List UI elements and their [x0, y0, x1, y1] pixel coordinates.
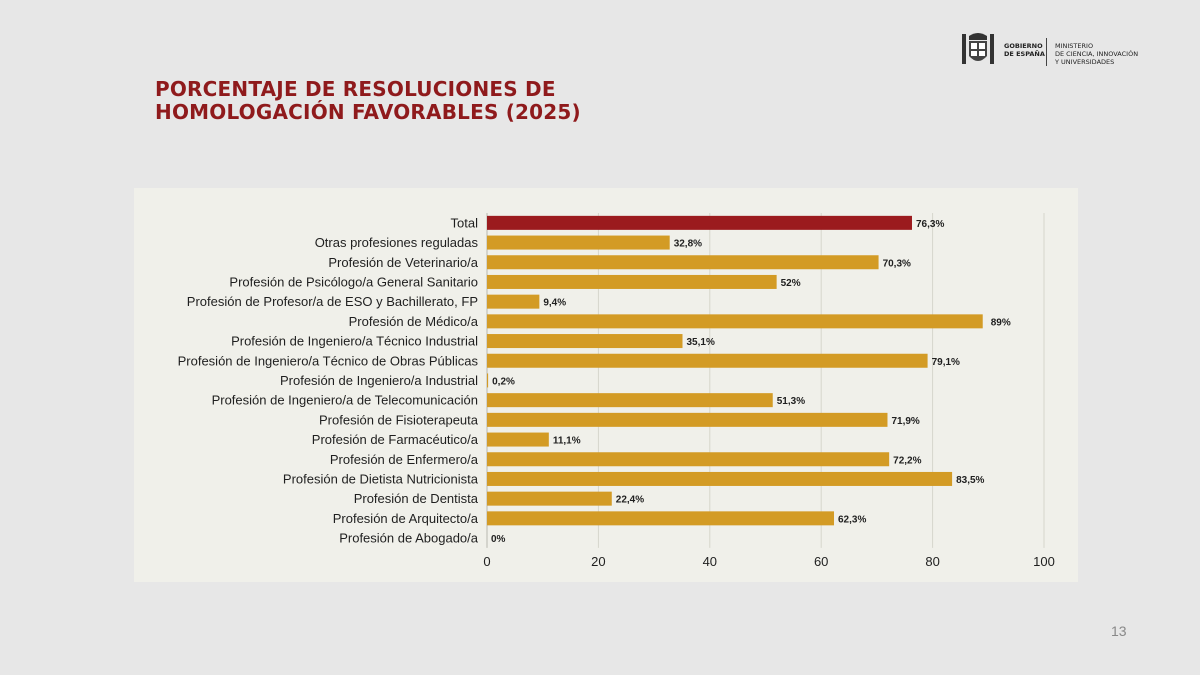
data-label-7: 79,1%: [932, 357, 960, 368]
category-label-2: Profesión de Veterinario/a: [328, 255, 478, 270]
x-tick-label-0: 0: [483, 554, 490, 569]
data-label-15: 62,3%: [838, 514, 866, 525]
government-name: GOBIERNO DE ESPAÑA: [1004, 42, 1045, 58]
slide-title-line-2: HOMOLOGACIÓN FAVORABLES (2025): [155, 100, 581, 124]
category-label-10: Profesión de Fisioterapeuta: [319, 412, 479, 427]
category-label-13: Profesión de Dietista Nutricionista: [283, 471, 479, 486]
x-tick-label-3: 60: [814, 554, 828, 569]
category-label-6: Profesión de Ingeniero/a Técnico Industr…: [231, 334, 478, 349]
data-label-8: 0,2%: [492, 376, 515, 387]
bar-1: [487, 235, 670, 250]
data-label-1: 32,8%: [674, 239, 702, 250]
data-label-13: 83,5%: [956, 475, 984, 486]
bar-11: [487, 432, 549, 447]
category-label-3: Profesión de Psicólogo/a General Sanitar…: [229, 274, 478, 289]
x-tick-label-2: 40: [703, 554, 717, 569]
slide-title-line-1: PORCENTAJE DE RESOLUCIONES DE: [155, 77, 556, 101]
bar-5: [487, 314, 983, 329]
category-label-5: Profesión de Médico/a: [349, 314, 479, 329]
category-label-4: Profesión de Profesor/a de ESO y Bachill…: [187, 294, 478, 309]
ministry-name-line-2: DE CIENCIA, INNOVACIÓN: [1055, 50, 1139, 58]
bar-13: [487, 471, 953, 486]
page-number: 13: [1111, 623, 1127, 639]
category-label-11: Profesión de Farmacéutico/a: [312, 432, 479, 447]
category-label-8: Profesión de Ingeniero/a Industrial: [280, 373, 478, 388]
data-label-10: 71,9%: [891, 416, 919, 427]
bar-8: [487, 373, 489, 388]
bar-12: [487, 452, 890, 467]
bar-9: [487, 393, 773, 408]
data-label-5: 89%: [991, 317, 1011, 328]
bar-4: [487, 294, 540, 309]
category-label-12: Profesión de Enfermero/a: [330, 452, 479, 467]
x-tick-label-1: 20: [591, 554, 605, 569]
bar-10: [487, 412, 888, 427]
chart-panel: Total 76,3% Otras profesiones reguladas 32,…: [134, 188, 1078, 582]
bar-2: [487, 255, 879, 270]
data-label-14: 22,4%: [616, 495, 644, 506]
data-label-9: 51,3%: [777, 396, 805, 407]
bar-7: [487, 353, 928, 368]
bar-chart: Total 76,3% Otras profesiones reguladas 32,…: [178, 213, 1055, 569]
slide-title: PORCENTAJE DE RESOLUCIONES DE HOMOLOGACI…: [155, 78, 581, 124]
category-label-15: Profesión de Arquitecto/a: [333, 511, 479, 526]
data-label-3: 52%: [781, 278, 801, 289]
category-label-1: Otras profesiones reguladas: [315, 235, 479, 250]
data-label-16: 0%: [491, 534, 506, 545]
data-label-6: 35,1%: [687, 337, 715, 348]
logo-divider: [1046, 38, 1047, 66]
bar-0: [487, 215, 912, 230]
data-label-4: 9,4%: [543, 298, 566, 309]
data-label-2: 70,3%: [883, 258, 911, 269]
data-label-11: 11,1%: [553, 436, 581, 447]
data-label-12: 72,2%: [893, 455, 921, 466]
category-label-0: Total: [451, 215, 479, 230]
ministry-name-line-1: MINISTERIO: [1055, 42, 1094, 50]
x-tick-label-4: 80: [925, 554, 939, 569]
category-label-9: Profesión de Ingeniero/a de Telecomunica…: [212, 393, 478, 408]
category-label-16: Profesión de Abogado/a: [339, 531, 479, 546]
bar-15: [487, 511, 835, 526]
bar-6: [487, 334, 683, 349]
ministry-name: MINISTERIO DE CIENCIA, INNOVACIÓN Y UNIV…: [1055, 42, 1138, 66]
x-tick-label-5: 100: [1033, 554, 1055, 569]
data-label-0: 76,3%: [916, 219, 944, 230]
bar-14: [487, 491, 612, 506]
bar-3: [487, 274, 777, 289]
ministry-name-line-3: Y UNIVERSIDADES: [1055, 58, 1115, 66]
coat-of-arms-icon: [962, 33, 994, 64]
category-label-14: Profesión de Dentista: [354, 491, 479, 506]
government-name-line-1: GOBIERNO: [1004, 42, 1043, 50]
government-logo: GOBIERNO DE ESPAÑA MINISTERIO DE CIENCIA…: [960, 28, 1140, 72]
category-label-7: Profesión de Ingeniero/a Técnico de Obra…: [178, 353, 479, 368]
government-name-line-2: DE ESPAÑA: [1004, 50, 1045, 58]
